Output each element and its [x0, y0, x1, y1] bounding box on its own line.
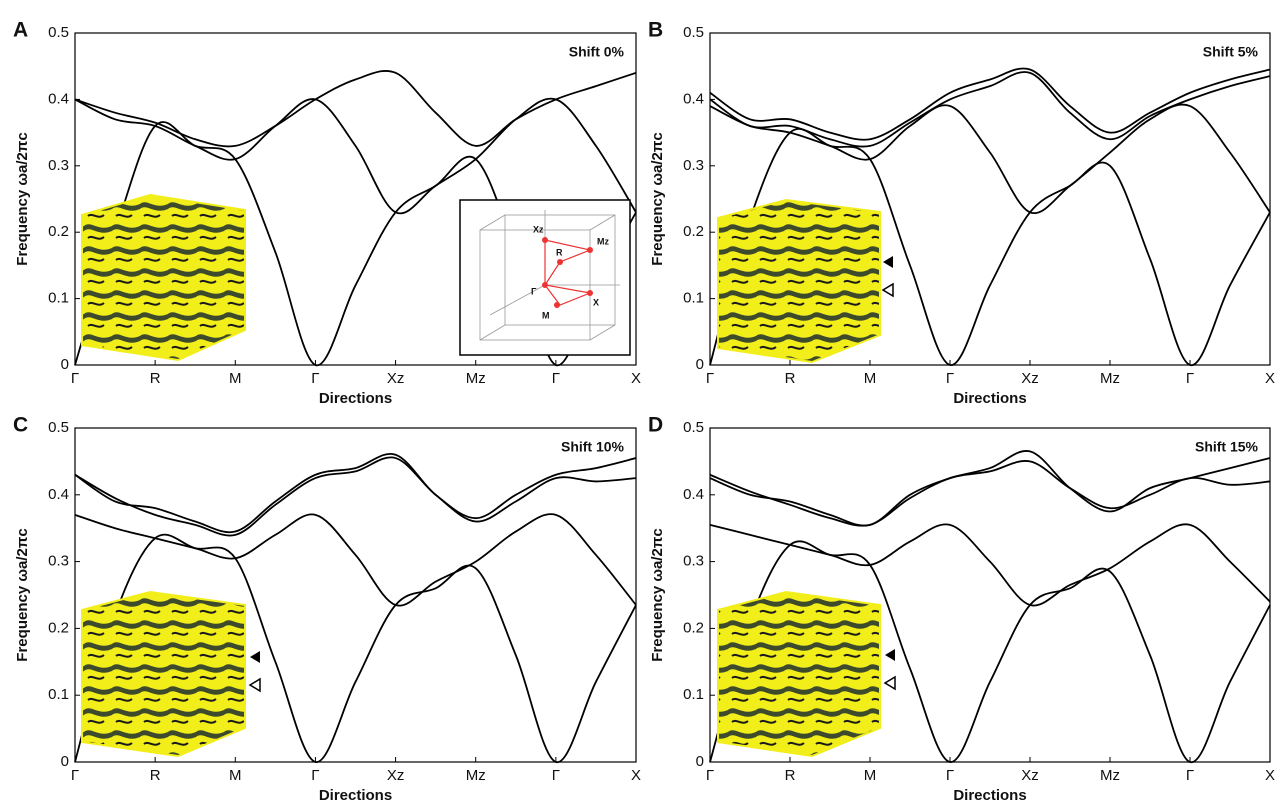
x-tick-label: M [864, 370, 877, 387]
x-tick-label: Γ [1186, 767, 1194, 784]
plot-frame [74, 32, 637, 366]
band-line [74, 70, 637, 148]
y-tick-label: 0.2 [683, 619, 704, 636]
y-axis-label: Frequency ωa/2πc [14, 132, 31, 265]
annotation: Shift 0% [569, 44, 625, 60]
x-tick-label: Mz [466, 767, 486, 784]
y-tick-label: 0 [61, 356, 69, 373]
y-tick-label: 0.5 [683, 24, 704, 41]
x-tick-label: Xz [387, 767, 405, 784]
x-tick-label: Γ [71, 767, 79, 784]
gyroid-inset [81, 193, 881, 758]
inset-label: Mz [597, 236, 609, 246]
x-axis-label: Directions [953, 787, 1026, 804]
inset-label: R [556, 247, 563, 257]
x-tick-label: X [631, 370, 641, 387]
x-axis-label: Directions [319, 787, 392, 804]
x-tick-label: Xz [387, 370, 405, 387]
x-tick-label: Γ [552, 767, 560, 784]
band-line [709, 460, 1271, 527]
x-tick-label: R [150, 767, 161, 784]
x-tick-label: M [229, 767, 242, 784]
annotation: Shift 15% [1195, 439, 1259, 455]
panel-label: A [13, 19, 28, 42]
y-tick-label: 0 [61, 753, 69, 770]
x-tick-label: Γ [71, 370, 79, 387]
y-axis-label: Frequency ωa/2πc [649, 132, 666, 265]
y-tick-label: 0 [696, 356, 704, 373]
y-tick-label: 0.1 [683, 686, 704, 703]
x-tick-label: Mz [466, 370, 486, 387]
band-line [709, 450, 1271, 527]
inset-label: M [542, 310, 550, 320]
band-line [74, 456, 637, 537]
annotation: Shift 5% [1203, 44, 1259, 60]
band-line [709, 103, 1271, 215]
y-tick-label: 0.2 [683, 223, 704, 240]
x-tick-label: Γ [1186, 370, 1194, 387]
band-line [74, 452, 637, 534]
x-tick-label: M [864, 767, 877, 784]
inset-label: Γ [531, 286, 537, 296]
plot-frame [74, 427, 637, 763]
band-line [74, 97, 637, 215]
x-tick-label: Xz [1021, 370, 1039, 387]
brillouin-inset: Xz Mz R Γ X M [459, 199, 631, 356]
x-tick-label: Mz [1100, 767, 1120, 784]
y-tick-label: 0.1 [48, 290, 69, 307]
y-tick-label: 0.3 [683, 553, 704, 570]
y-axis-label: Frequency ωa/2πc [649, 528, 666, 661]
y-tick-label: 0.3 [683, 157, 704, 174]
x-tick-label: X [1265, 370, 1275, 387]
plot-frame [709, 32, 1271, 366]
panel-label: B [648, 19, 663, 42]
band-line [709, 67, 1271, 141]
plots: 0 0.1 0.2 0.3 0.4 0.5 Γ R M Γ Xz Mz Γ X Directions Freq… [13, 19, 1275, 804]
y-tick-label: 0 [696, 753, 704, 770]
x-tick-label: Γ [706, 370, 714, 387]
x-tick-label: R [150, 370, 161, 387]
x-tick-label: X [631, 767, 641, 784]
x-axis-label: Directions [953, 390, 1026, 407]
x-tick-label: M [229, 370, 242, 387]
x-tick-label: Mz [1100, 370, 1120, 387]
panel-label: C [13, 414, 28, 437]
y-tick-label: 0.5 [683, 419, 704, 436]
x-axis-label: Directions [319, 390, 392, 407]
y-tick-label: 0.4 [683, 90, 704, 107]
annotation: Shift 10% [561, 439, 625, 455]
y-tick-label: 0.3 [48, 157, 69, 174]
y-tick-label: 0.2 [48, 619, 69, 636]
y-tick-label: 0.2 [48, 223, 69, 240]
x-tick-label: R [785, 370, 796, 387]
y-tick-label: 0.1 [48, 686, 69, 703]
y-tick-label: 0.4 [48, 486, 69, 503]
y-tick-label: 0.4 [48, 90, 69, 107]
band-line [709, 71, 1271, 148]
y-tick-label: 0.5 [48, 24, 69, 41]
x-tick-label: Xz [1021, 767, 1039, 784]
band-line [74, 513, 637, 607]
y-tick-label: 0.1 [683, 290, 704, 307]
panel-label: D [648, 414, 663, 437]
mode-markers [248, 256, 896, 693]
x-tick-label: Γ [311, 767, 319, 784]
band-line [709, 523, 1271, 607]
y-axis-label: Frequency ωa/2πc [14, 528, 31, 661]
x-tick-label: Γ [311, 370, 319, 387]
x-tick-label: X [1265, 767, 1275, 784]
inset-label: Xz [533, 224, 544, 234]
x-tick-label: Γ [946, 767, 954, 784]
y-tick-label: 0.4 [683, 486, 704, 503]
y-tick-label: 0.3 [48, 553, 69, 570]
inset-label: X [593, 297, 599, 307]
x-tick-label: Γ [946, 370, 954, 387]
plot-frame [709, 427, 1271, 763]
y-tick-label: 0.5 [48, 419, 69, 436]
x-tick-label: R [785, 767, 796, 784]
x-tick-label: Γ [552, 370, 560, 387]
x-tick-label: Γ [706, 767, 714, 784]
